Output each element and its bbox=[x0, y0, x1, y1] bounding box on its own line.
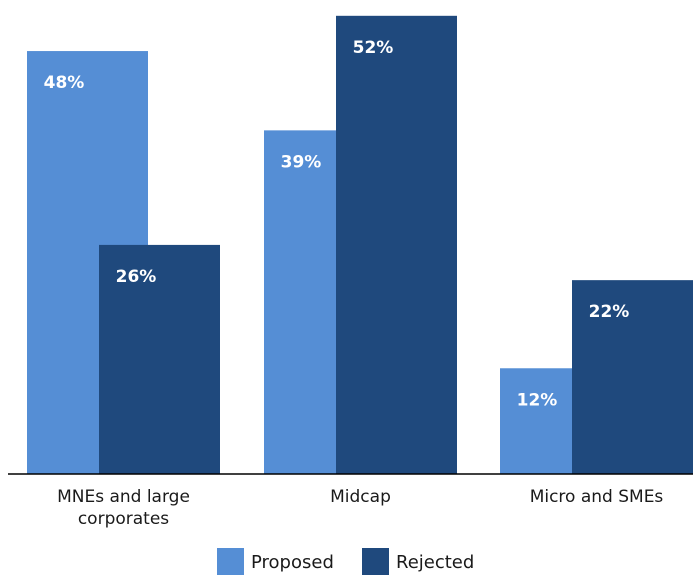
data-label: 12% bbox=[517, 390, 558, 410]
category-label: Midcap bbox=[330, 487, 391, 507]
bar-rejected-0 bbox=[99, 244, 220, 474]
legend-swatch-rejected bbox=[362, 548, 389, 575]
data-label: 48% bbox=[44, 73, 85, 93]
bar-rejected-2 bbox=[572, 280, 693, 474]
legend-label-proposed: Proposed bbox=[251, 552, 334, 573]
category-label: MNEs and large bbox=[57, 487, 190, 507]
bar-rejected-1 bbox=[336, 15, 457, 475]
data-label: 52% bbox=[353, 38, 394, 58]
category-label: corporates bbox=[78, 509, 169, 529]
legend-label-rejected: Rejected bbox=[396, 552, 474, 573]
data-label: 22% bbox=[589, 302, 630, 322]
category-label: Micro and SMEs bbox=[530, 487, 664, 507]
data-label: 26% bbox=[116, 267, 157, 287]
legend-swatch-proposed bbox=[217, 548, 244, 575]
data-label: 39% bbox=[281, 152, 322, 172]
